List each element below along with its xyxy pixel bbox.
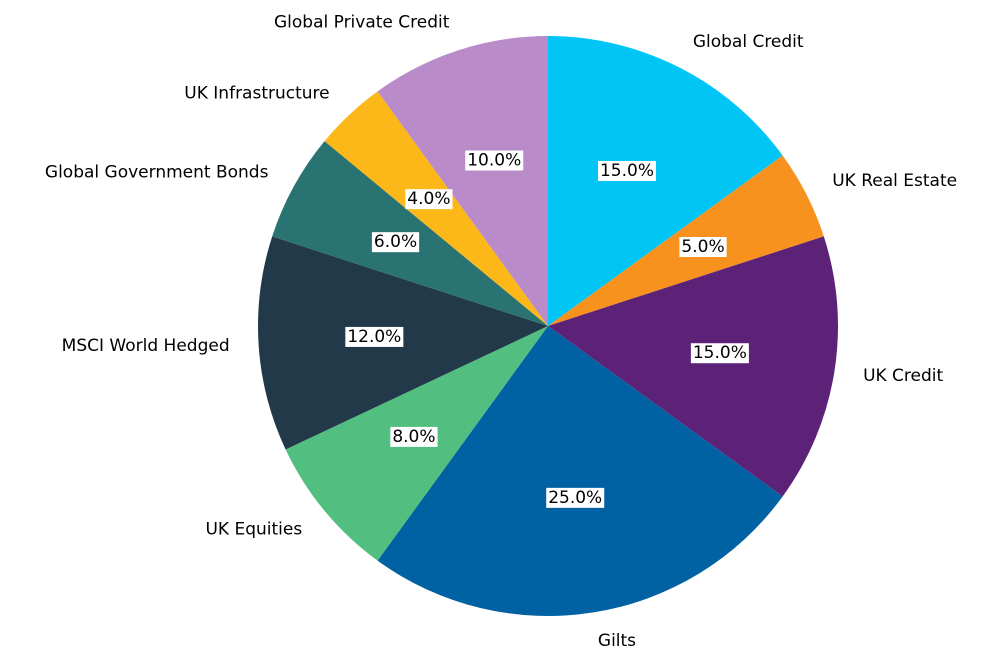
value-label-box bbox=[405, 189, 453, 210]
value-label-box bbox=[546, 487, 605, 508]
value-label-box bbox=[390, 426, 438, 447]
pie-slice bbox=[548, 36, 783, 326]
slice-label: Global Credit bbox=[693, 32, 804, 52]
slice-label: Gilts bbox=[598, 631, 636, 651]
value-label: 10.0% bbox=[467, 151, 521, 171]
value-label: 25.0% bbox=[548, 488, 602, 508]
pie-slice bbox=[377, 36, 548, 326]
value-label: 8.0% bbox=[392, 427, 435, 447]
value-label: 5.0% bbox=[681, 237, 724, 257]
slice-label: Global Government Bonds bbox=[45, 162, 269, 182]
value-label-box bbox=[345, 326, 404, 347]
value-label-box bbox=[597, 160, 657, 181]
value-label-box bbox=[371, 232, 420, 253]
slice-label: UK Equities bbox=[205, 519, 302, 539]
value-label-box bbox=[465, 150, 524, 171]
slice-label: UK Infrastructure bbox=[184, 83, 329, 103]
slice-label: UK Real Estate bbox=[832, 171, 957, 191]
pie-slice bbox=[548, 236, 838, 497]
value-label-box bbox=[690, 343, 749, 364]
value-label: 12.0% bbox=[347, 327, 401, 347]
value-label: 15.0% bbox=[600, 161, 654, 181]
value-label-box bbox=[679, 237, 727, 258]
slice-label: MSCI World Hedged bbox=[62, 336, 230, 356]
value-label: 4.0% bbox=[407, 189, 450, 209]
pie-slice bbox=[377, 326, 783, 616]
value-label: 6.0% bbox=[374, 232, 417, 252]
slice-label: Global Private Credit bbox=[274, 13, 450, 33]
slice-label: UK Credit bbox=[863, 366, 943, 386]
value-label: 15.0% bbox=[693, 343, 747, 363]
